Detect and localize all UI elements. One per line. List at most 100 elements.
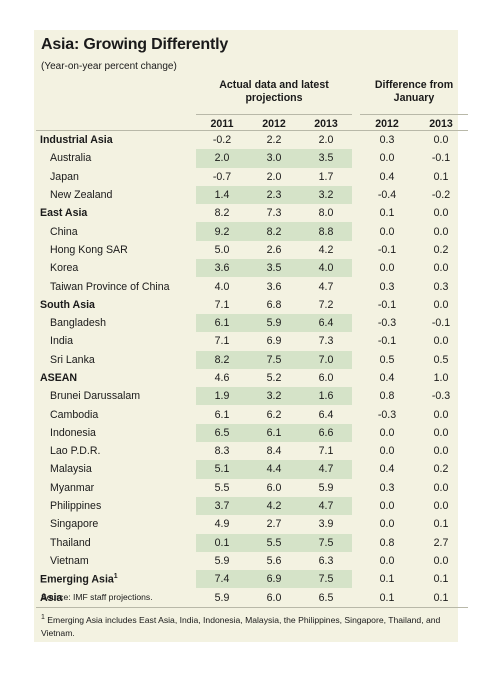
cell-value: 0.3 xyxy=(379,280,395,293)
cell-value: 0.1 xyxy=(433,573,449,586)
cell-value: -0.3 xyxy=(431,390,451,403)
cell-value: 7.1 xyxy=(214,298,230,311)
cell-value: 9.2 xyxy=(196,222,248,241)
cell-value: 0.0 xyxy=(433,262,449,275)
cell-value: -0.1 xyxy=(377,298,397,311)
cell-value: 8.3 xyxy=(214,445,230,458)
table-row: Lao P.D.R. 8.3 8.4 7.1 0.0 0.0 xyxy=(36,442,468,460)
cell-value: -0.1 xyxy=(377,335,397,348)
cell-value: 4.9 xyxy=(214,518,230,531)
cell-value: 0.5 xyxy=(433,353,449,366)
cell-value: 7.2 xyxy=(318,298,334,311)
cell-value: 1.0 xyxy=(433,372,449,384)
cell-value: 4.0 xyxy=(300,259,352,278)
cell-value: 0.5 xyxy=(379,353,395,366)
cell-value: 4.0 xyxy=(214,280,230,293)
table-row: East Asia 8.2 7.3 8.0 0.1 0.0 xyxy=(36,204,468,222)
table-row: China 9.2 8.2 8.8 0.0 0.0 xyxy=(36,222,468,241)
cell-value: 0.1 xyxy=(360,588,414,608)
cell-value: 3.2 xyxy=(300,185,352,205)
cell-value: 7.4 xyxy=(196,570,248,589)
cell-value: 0.1 xyxy=(433,170,449,183)
table-row: Korea 3.6 3.5 4.0 0.0 0.0 xyxy=(36,259,468,278)
table-row: Bangladesh 6.1 5.9 6.4 -0.3 -0.1 xyxy=(36,313,468,333)
cell-value: 0.1 xyxy=(196,533,248,552)
table-row: Brunei Darussalam 1.9 3.2 1.6 0.8 -0.3 xyxy=(36,387,468,406)
table-row: Japan -0.7 2.0 1.7 0.4 0.1 xyxy=(36,168,468,186)
table-row: South Asia 7.1 6.8 7.2 -0.1 0.0 xyxy=(36,296,468,314)
cell-value: -0.1 xyxy=(377,243,397,256)
page-title: Asia: Growing Differently xyxy=(41,36,229,53)
cell-value: 0.0 xyxy=(433,298,449,311)
cell-value: 0.1 xyxy=(379,207,395,220)
cell-value: 8.8 xyxy=(300,222,352,241)
cell-value: 2.0 xyxy=(196,149,248,168)
cell-value: 5.5 xyxy=(214,481,230,494)
table-row: Australia 2.0 3.0 3.5 0.0 -0.1 xyxy=(36,149,468,168)
cell-value: 4.7 xyxy=(300,496,352,516)
cell-value: 0.0 xyxy=(433,335,449,348)
cell-value: 3.5 xyxy=(300,149,352,168)
subtitle: (Year-on-year percent change) xyxy=(41,61,177,72)
cell-value: 0.0 xyxy=(414,130,468,150)
cell-value: 0.8 xyxy=(379,536,395,549)
cell-value: 2.2 xyxy=(248,130,300,150)
cell-value: 3.2 xyxy=(248,387,300,406)
cell-value: 4.4 xyxy=(248,460,300,479)
cell-value: 6.4 xyxy=(318,408,334,421)
cell-value: 0.1 xyxy=(433,518,449,531)
table-row: India 7.1 6.9 7.3 -0.1 0.0 xyxy=(36,332,468,350)
row-label: New Zealand xyxy=(50,189,113,202)
cell-value: 0.0 xyxy=(433,554,449,567)
cell-value: 6.1 xyxy=(214,408,230,421)
cell-value: 4.7 xyxy=(318,280,334,293)
cell-value: 7.5 xyxy=(300,533,352,552)
row-label: Taiwan Province of China xyxy=(50,280,170,293)
cell-value: 1.9 xyxy=(196,387,248,406)
table-row: Indonesia 6.5 6.1 6.6 0.0 0.0 xyxy=(36,423,468,443)
cell-value: 3.6 xyxy=(266,280,282,293)
table-panel: Asia: Growing Differently (Year-on-year … xyxy=(34,30,468,642)
cell-value: 3.5 xyxy=(248,259,300,278)
table-row: Myanmar 5.5 6.0 5.9 0.3 0.0 xyxy=(36,479,468,497)
cell-value: 1.6 xyxy=(300,387,352,406)
cell-value: 0.0 xyxy=(433,426,449,439)
cell-value: 2.7 xyxy=(433,536,449,549)
cell-value: 0.0 xyxy=(433,445,449,458)
cell-value: -0.1 xyxy=(431,152,451,165)
cell-value: -0.4 xyxy=(377,189,397,202)
row-label: Cambodia xyxy=(50,408,99,421)
cell-value: 7.3 xyxy=(318,335,334,348)
cell-value: 6.3 xyxy=(318,554,334,567)
footnote-ref: 1 xyxy=(113,573,118,580)
row-label: Australia xyxy=(50,152,92,165)
cell-value: 7.1 xyxy=(214,335,230,348)
cell-value: 5.9 xyxy=(214,554,230,567)
cell-value: 2.0 xyxy=(300,130,352,150)
cell-value: 6.5 xyxy=(300,588,352,608)
cell-value: 6.8 xyxy=(266,298,282,311)
cell-value: 0.2 xyxy=(433,463,449,476)
row-label: East Asia xyxy=(40,207,88,220)
cell-value: 6.4 xyxy=(300,313,352,333)
cell-value: 6.1 xyxy=(248,423,300,443)
row-label: Korea xyxy=(50,262,79,275)
table-row: New Zealand 1.4 2.3 3.2 -0.4 -0.2 xyxy=(36,185,468,205)
cell-value: 0.8 xyxy=(379,390,395,403)
cell-value: 8.0 xyxy=(318,207,334,220)
cell-value: 6.0 xyxy=(266,481,282,494)
cell-value: 3.7 xyxy=(196,496,248,516)
table-row: Industrial Asia -0.2 2.2 2.0 0.3 0.0 xyxy=(36,130,468,150)
cell-value: 4.7 xyxy=(300,460,352,479)
row-label: Malaysia xyxy=(50,463,92,476)
cell-value: 8.2 xyxy=(214,207,230,220)
table-row: Malaysia 5.1 4.4 4.7 0.4 0.2 xyxy=(36,460,468,479)
cell-value: 0.3 xyxy=(379,481,395,494)
cell-value: -0.2 xyxy=(196,130,248,150)
table-row: Singapore 4.9 2.7 3.9 0.0 0.1 xyxy=(36,515,468,533)
cell-value: 2.6 xyxy=(266,243,282,256)
header-year: 2012 xyxy=(248,114,300,131)
table-row: Philippines 3.7 4.2 4.7 0.0 0.0 xyxy=(36,496,468,516)
row-label: Brunei Darussalam xyxy=(50,390,141,403)
cell-value: 6.6 xyxy=(300,423,352,443)
